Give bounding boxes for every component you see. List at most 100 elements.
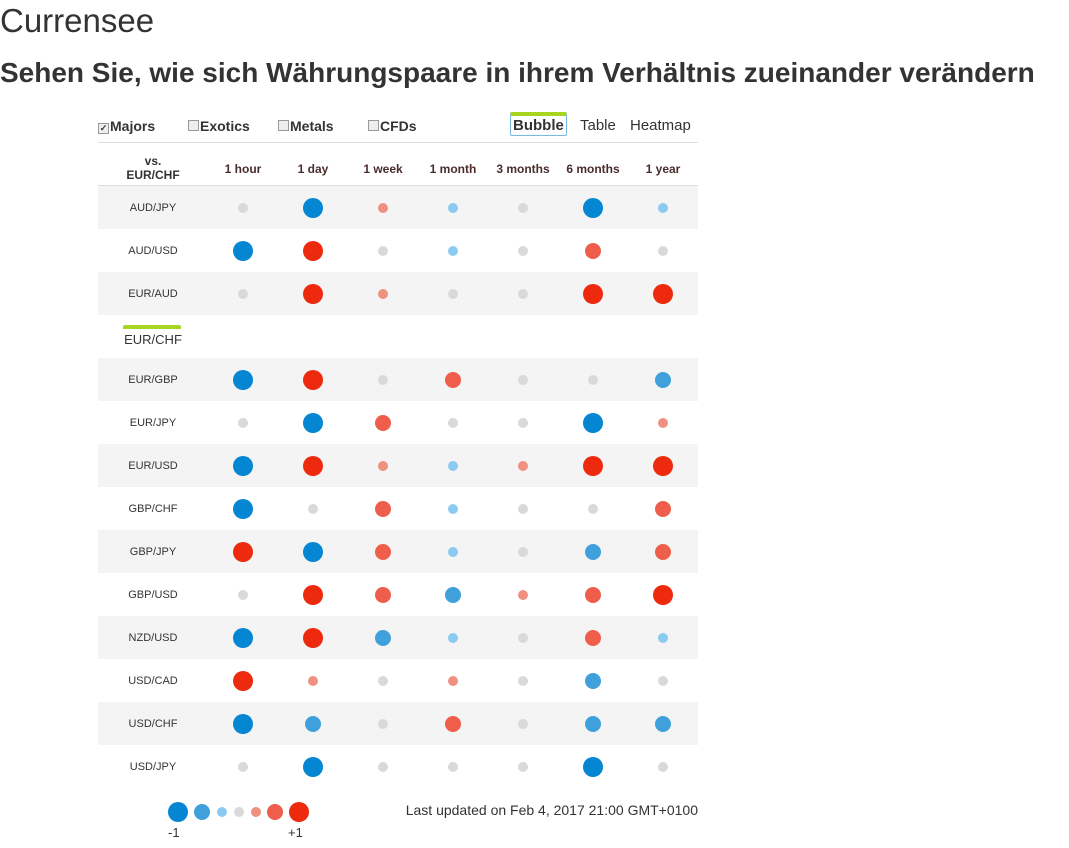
bubble[interactable] <box>583 413 603 433</box>
legend-bubble[interactable] <box>168 802 188 822</box>
bubble[interactable] <box>378 461 388 471</box>
bubble[interactable] <box>585 243 601 259</box>
bubble[interactable] <box>583 284 603 304</box>
pair-label[interactable]: GBP/JPY <box>129 546 177 558</box>
bubble[interactable] <box>375 544 391 560</box>
checkbox-icon[interactable] <box>278 120 289 131</box>
legend-bubble[interactable] <box>194 804 210 820</box>
bubble[interactable] <box>233 241 253 261</box>
bubble[interactable] <box>445 716 461 732</box>
bubble[interactable] <box>653 284 673 304</box>
bubble[interactable] <box>303 542 323 562</box>
pair-label[interactable]: USD/CHF <box>128 718 178 730</box>
bubble[interactable] <box>658 676 668 686</box>
bubble[interactable] <box>448 418 458 428</box>
bubble[interactable] <box>658 633 668 643</box>
bubble[interactable] <box>585 587 601 603</box>
bubble[interactable] <box>375 415 391 431</box>
filter-exotics[interactable]: Exotics <box>188 118 250 134</box>
bubble[interactable] <box>238 289 248 299</box>
legend-bubble[interactable] <box>251 807 261 817</box>
bubble[interactable] <box>448 289 458 299</box>
pair-label[interactable]: EUR/GBP <box>128 374 178 386</box>
bubble[interactable] <box>378 676 388 686</box>
bubble[interactable] <box>518 461 528 471</box>
bubble[interactable] <box>233 499 253 519</box>
bubble[interactable] <box>375 587 391 603</box>
bubble[interactable] <box>518 719 528 729</box>
legend-bubble[interactable] <box>289 802 309 822</box>
pair-label[interactable]: EUR/CHF <box>124 332 182 347</box>
legend-bubble[interactable] <box>217 807 227 817</box>
bubble[interactable] <box>378 289 388 299</box>
bubble[interactable] <box>518 418 528 428</box>
bubble[interactable] <box>448 203 458 213</box>
bubble[interactable] <box>585 716 601 732</box>
bubble[interactable] <box>378 246 388 256</box>
bubble[interactable] <box>448 547 458 557</box>
bubble[interactable] <box>238 762 248 772</box>
pair-label[interactable]: EUR/JPY <box>129 417 177 429</box>
bubble[interactable] <box>518 547 528 557</box>
bubble[interactable] <box>655 716 671 732</box>
pair-label[interactable]: NZD/USD <box>128 632 178 644</box>
bubble[interactable] <box>658 762 668 772</box>
bubble[interactable] <box>518 590 528 600</box>
bubble[interactable] <box>653 585 673 605</box>
filter-metals[interactable]: Metals <box>278 118 334 134</box>
bubble[interactable] <box>585 630 601 646</box>
tab-table[interactable]: Table <box>580 117 616 134</box>
bubble[interactable] <box>583 456 603 476</box>
bubble[interactable] <box>378 719 388 729</box>
bubble[interactable] <box>658 203 668 213</box>
bubble[interactable] <box>233 542 253 562</box>
bubble[interactable] <box>375 501 391 517</box>
bubble[interactable] <box>378 375 388 385</box>
bubble[interactable] <box>518 504 528 514</box>
tab-heatmap[interactable]: Heatmap <box>630 117 691 134</box>
pair-label[interactable]: AUD/JPY <box>129 202 177 214</box>
pair-label[interactable]: USD/JPY <box>129 761 177 773</box>
bubble[interactable] <box>233 370 253 390</box>
bubble[interactable] <box>518 289 528 299</box>
bubble[interactable] <box>303 284 323 304</box>
bubble[interactable] <box>238 418 248 428</box>
bubble[interactable] <box>303 757 323 777</box>
bubble[interactable] <box>658 246 668 256</box>
bubble[interactable] <box>448 676 458 686</box>
pair-label[interactable]: USD/CAD <box>128 675 178 687</box>
bubble[interactable] <box>308 504 318 514</box>
bubble[interactable] <box>585 673 601 689</box>
bubble[interactable] <box>303 198 323 218</box>
pair-label[interactable]: EUR/AUD <box>128 288 178 300</box>
bubble[interactable] <box>518 633 528 643</box>
pair-label[interactable]: GBP/USD <box>128 589 178 601</box>
bubble[interactable] <box>583 757 603 777</box>
bubble[interactable] <box>233 671 253 691</box>
bubble[interactable] <box>588 375 598 385</box>
bubble[interactable] <box>448 461 458 471</box>
pair-label[interactable]: EUR/USD <box>128 460 178 472</box>
tab-bubble[interactable]: Bubble <box>510 112 567 136</box>
bubble[interactable] <box>303 628 323 648</box>
bubble[interactable] <box>583 198 603 218</box>
bubble[interactable] <box>655 501 671 517</box>
bubble[interactable] <box>518 246 528 256</box>
legend-bubble[interactable] <box>267 804 283 820</box>
bubble[interactable] <box>303 585 323 605</box>
pair-label[interactable]: GBP/CHF <box>128 503 178 515</box>
bubble[interactable] <box>303 370 323 390</box>
bubble[interactable] <box>308 676 318 686</box>
bubble[interactable] <box>233 456 253 476</box>
bubble[interactable] <box>303 413 323 433</box>
bubble[interactable] <box>655 372 671 388</box>
bubble[interactable] <box>378 203 388 213</box>
checkbox-icon[interactable]: ✓ <box>98 123 109 134</box>
bubble[interactable] <box>238 590 248 600</box>
pair-label[interactable]: AUD/USD <box>128 245 178 257</box>
bubble[interactable] <box>445 372 461 388</box>
bubble[interactable] <box>238 203 248 213</box>
bubble[interactable] <box>448 633 458 643</box>
bubble[interactable] <box>658 418 668 428</box>
checkbox-icon[interactable] <box>188 120 199 131</box>
